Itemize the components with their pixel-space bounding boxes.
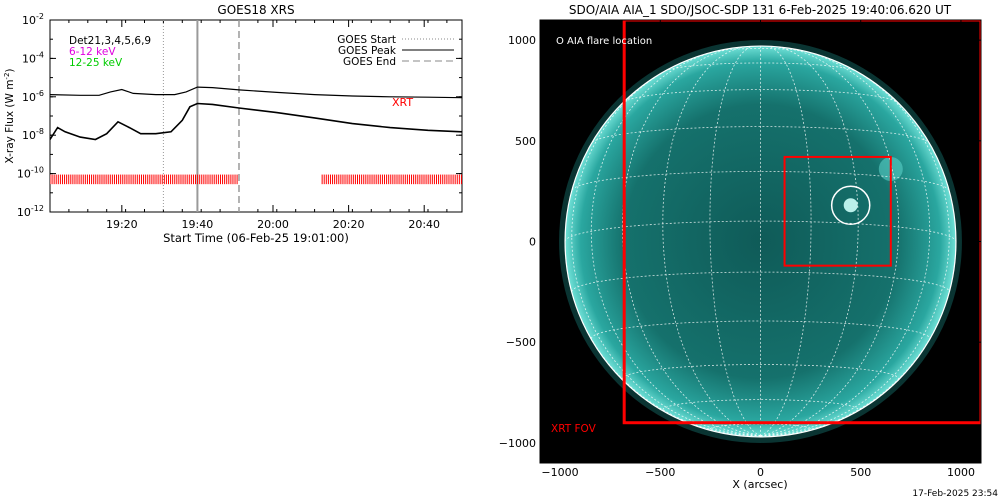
solar-disk-body xyxy=(565,46,956,437)
goes-series-line xyxy=(50,102,462,141)
goes-legend-right: GOES Start GOES Peak GOES End xyxy=(337,34,454,68)
legend-detectors: Det21,3,4,5,6,9 xyxy=(69,35,151,47)
grid-latitude-line xyxy=(591,126,930,143)
grid-longitude-line xyxy=(571,61,761,437)
aia-y-tick-label: −500 xyxy=(506,336,536,349)
goes-y-tick-label: 10-6 xyxy=(22,89,44,104)
goes-xrs-panel: GOES18 XRS 10-2 10-4 10-6 10-8 10-10 10-12 19… xyxy=(3,3,463,245)
flare-brightening xyxy=(843,198,858,213)
grid-latitude-line xyxy=(621,364,900,380)
grid-latitude-line xyxy=(714,48,807,52)
goes-y-tick-label: 10-10 xyxy=(17,166,44,181)
grid-longitude-line xyxy=(760,46,900,437)
aia-chart-title: SDO/AIA AIA_1 SDO/JSOC-SDP 131 6-Feb-202… xyxy=(569,3,952,17)
xrt-label: XRT xyxy=(392,96,413,109)
legend-12-25kev: 12-25 keV xyxy=(69,57,123,69)
grid-longitude-line xyxy=(760,61,950,437)
goes-x-tick-label: 19:20 xyxy=(106,218,138,231)
aia-y-axis: 1000 500 0 −500 −1000 xyxy=(499,34,981,450)
solar-limb xyxy=(564,45,957,438)
solar-disk xyxy=(559,40,962,443)
aia-y-tick-label: 0 xyxy=(529,236,536,249)
flare-location-label: O AIA flare location xyxy=(556,36,652,47)
aia-y-tick-label: −1000 xyxy=(499,437,536,450)
aia-x-axis: −1000 −500 0 500 1000 xyxy=(541,20,975,479)
xrt-fov-box xyxy=(622,20,981,425)
xrt-fov-label: XRT FOV xyxy=(551,423,597,435)
footer-timestamp: 17-Feb-2025 23:54 xyxy=(912,489,998,499)
goes-x-axis: 19:20 19:40 20:00 20:20 20:40 xyxy=(49,20,448,231)
aia-y-tick-label: 500 xyxy=(515,135,536,148)
heliographic-grid xyxy=(564,45,957,438)
goes-y-axis-label: X-ray Flux (W m-2) xyxy=(3,68,16,163)
goes-series-group xyxy=(50,86,462,141)
legend-6-12kev: 6-12 keV xyxy=(69,46,116,58)
legend-goes-peak: GOES Peak xyxy=(338,45,397,57)
aia-x-tick-label: 0 xyxy=(757,466,764,479)
aia-x-axis-label: X (arcsec) xyxy=(732,478,787,491)
grid-longitude-line xyxy=(760,48,931,437)
grid-latitude-line xyxy=(564,220,957,242)
goes-x-axis-label: Start Time (06-Feb-25 19:01:00) xyxy=(163,231,349,245)
flare-location-circle xyxy=(830,185,871,226)
aia-y-tick-label: 1000 xyxy=(508,34,536,47)
goes-y-tick-label: 10-2 xyxy=(22,12,44,27)
aia-overlays xyxy=(622,20,981,425)
grid-longitude-line xyxy=(709,46,761,437)
goes-y-tick-label: 10-4 xyxy=(22,50,44,65)
aia-x-tick-label: 1000 xyxy=(947,466,975,479)
xrt-coverage-ticks xyxy=(50,174,462,185)
aia-x-tick-label: −1000 xyxy=(541,466,578,479)
grid-latitude-line xyxy=(623,89,898,103)
goes-x-tick-label: 20:40 xyxy=(408,218,440,231)
grid-latitude-line xyxy=(662,399,859,410)
goes-x-tick-label: 20:00 xyxy=(257,218,289,231)
goes-legend-left: Det21,3,4,5,6,9 6-12 keV 12-25 keV xyxy=(69,35,151,69)
goes-y-tick-label: 10-12 xyxy=(17,204,44,219)
legend-goes-start: GOES Start xyxy=(337,34,396,46)
goes-x-tick-label: 19:40 xyxy=(182,218,214,231)
grid-longitude-line xyxy=(590,48,761,437)
grid-longitude-line xyxy=(760,46,812,437)
legend-goes-end: GOES End xyxy=(343,56,396,68)
aia-x-tick-label: 500 xyxy=(850,466,871,479)
goes-chart-title: GOES18 XRS xyxy=(217,3,294,17)
goes-x-tick-label: 20:20 xyxy=(333,218,365,231)
goes-series-line xyxy=(50,86,462,99)
aia-x-tick-label: −500 xyxy=(645,466,675,479)
grid-longitude-line xyxy=(662,46,761,437)
xrt-subfield-box xyxy=(783,155,892,267)
goes-y-axis: 10-2 10-4 10-6 10-8 10-10 10-12 xyxy=(17,12,462,219)
aia-panel: SDO/AIA AIA_1 SDO/JSOC-SDP 131 6-Feb-202… xyxy=(499,3,982,491)
grid-longitude-line xyxy=(760,46,859,437)
goes-y-tick-label: 10-8 xyxy=(22,127,44,142)
